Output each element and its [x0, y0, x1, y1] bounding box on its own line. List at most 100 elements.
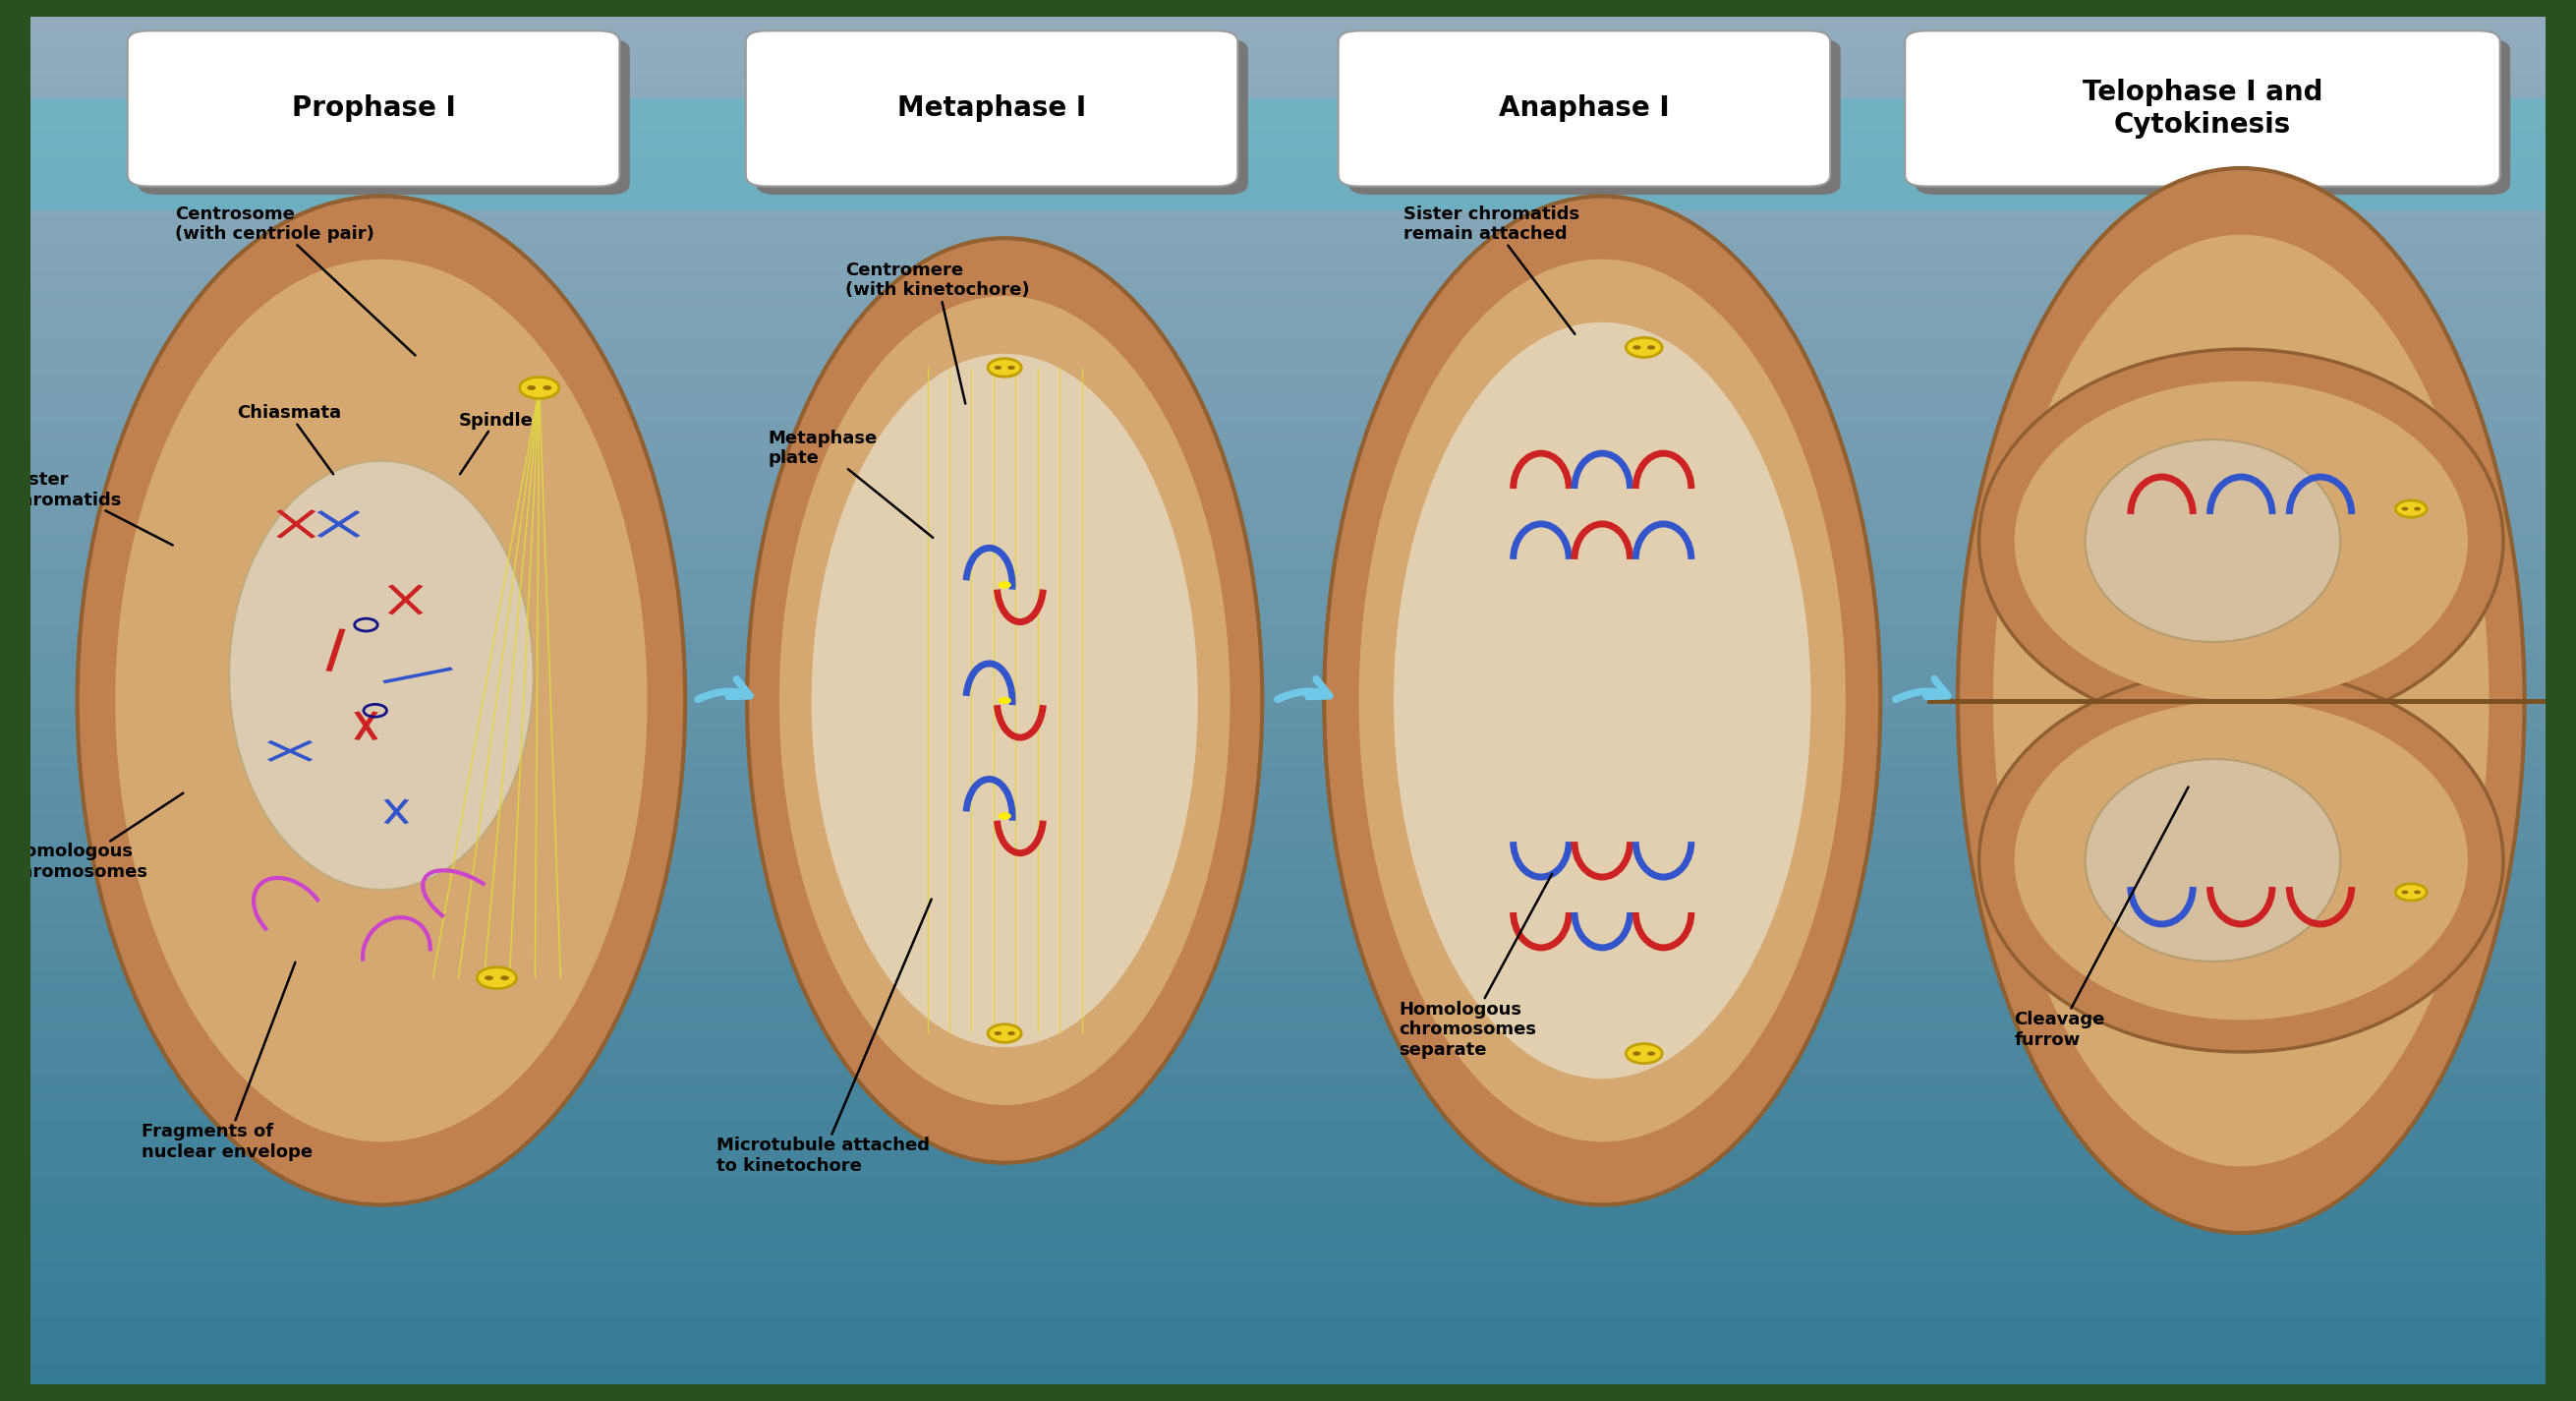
FancyBboxPatch shape [1350, 39, 1839, 195]
Bar [0, 635, 2576, 644]
Circle shape [2401, 507, 2409, 511]
Bar [0, 346, 2576, 354]
Bar [0, 354, 2576, 364]
Text: Homologous
chromosomes: Homologous chromosomes [10, 793, 183, 881]
Bar [0, 1009, 2576, 1019]
Bar [0, 1159, 2576, 1167]
Bar [0, 150, 2576, 158]
Bar [0, 644, 2576, 654]
Bar [0, 1121, 2576, 1131]
Bar [0, 897, 2576, 906]
Text: Sister
chromatids: Sister chromatids [10, 471, 173, 545]
FancyArrow shape [317, 510, 361, 538]
Bar [0, 869, 2576, 878]
Circle shape [484, 975, 492, 981]
Bar [0, 906, 2576, 915]
Circle shape [1625, 1044, 1662, 1063]
Ellipse shape [1324, 196, 1880, 1205]
Bar [0, 336, 2576, 346]
Circle shape [544, 385, 551, 389]
Bar [0, 476, 2576, 486]
Bar [0, 570, 2576, 579]
Bar [0, 0, 31, 1401]
Bar [0, 859, 2576, 869]
Circle shape [994, 366, 1002, 370]
FancyArrow shape [389, 584, 422, 615]
Bar [0, 626, 2576, 635]
Bar [0, 579, 2576, 588]
Bar [0, 616, 2576, 626]
Text: Sister chromatids
remain attached: Sister chromatids remain attached [1404, 205, 1579, 333]
FancyArrow shape [317, 510, 361, 538]
FancyBboxPatch shape [129, 31, 621, 186]
Bar [0, 887, 2576, 897]
Bar [0, 102, 2576, 112]
Circle shape [999, 581, 1012, 588]
Circle shape [1633, 1051, 1641, 1056]
Bar [0, 1065, 2576, 1075]
Bar [0, 66, 2576, 74]
Bar [0, 140, 2576, 150]
Bar [0, 430, 2576, 439]
Text: Microtubule attached
to kinetochore: Microtubule attached to kinetochore [716, 899, 933, 1175]
Bar [0, 766, 2576, 775]
Bar [0, 402, 2576, 410]
Bar [0, 1177, 2576, 1187]
Bar [0, 122, 2576, 130]
Ellipse shape [1978, 668, 2504, 1052]
Circle shape [989, 359, 1020, 377]
Circle shape [2414, 890, 2421, 894]
Bar [0, 682, 2576, 691]
Bar [0, 130, 2576, 140]
FancyArrow shape [268, 740, 312, 762]
Text: Telophase I and
Cytokinesis: Telophase I and Cytokinesis [2081, 78, 2324, 139]
Bar [0, 308, 2576, 318]
Bar [0, 467, 2576, 476]
Bar [0, 270, 2576, 280]
Circle shape [1633, 345, 1641, 350]
Text: Metaphase I: Metaphase I [896, 95, 1087, 122]
Bar [0, 1093, 2576, 1103]
Circle shape [999, 813, 1012, 820]
Text: Centromere
(with kinetochore): Centromere (with kinetochore) [845, 261, 1030, 403]
Ellipse shape [1360, 259, 1844, 1142]
Bar [0, 1149, 2576, 1159]
Bar [0, 672, 2576, 682]
Bar [0, 953, 2576, 962]
Bar [0, 234, 2576, 242]
FancyArrow shape [353, 712, 379, 740]
FancyArrow shape [384, 799, 410, 824]
Bar [0, 1307, 2576, 1317]
Bar [0, 1279, 2576, 1289]
Text: Spindle: Spindle [459, 412, 533, 474]
Bar [0, 943, 2576, 953]
Bar [0, 0, 2576, 10]
Ellipse shape [778, 296, 1231, 1105]
Ellipse shape [2084, 759, 2342, 961]
Bar [0, 1215, 2576, 1223]
Bar [0, 878, 2576, 887]
Circle shape [477, 967, 518, 989]
Bar [0, 186, 2576, 196]
Bar [0, 999, 2576, 1009]
Ellipse shape [1994, 235, 2488, 1166]
Bar [0, 663, 2576, 672]
Ellipse shape [2014, 381, 2468, 700]
Bar [0, 1289, 2576, 1299]
Ellipse shape [811, 354, 1198, 1048]
Text: Metaphase
plate: Metaphase plate [768, 429, 933, 538]
Circle shape [520, 377, 559, 398]
FancyArrow shape [384, 799, 410, 824]
Bar [0, 168, 2576, 178]
Ellipse shape [77, 196, 685, 1205]
Bar [0, 1363, 2576, 1373]
Bar [0, 18, 2576, 28]
Bar [0, 1019, 2576, 1027]
Bar [0, 1345, 2576, 1355]
Bar [0, 262, 2576, 270]
Circle shape [999, 698, 1012, 705]
Circle shape [528, 385, 536, 389]
Bar [0, 495, 2576, 504]
FancyBboxPatch shape [1906, 31, 2499, 186]
Bar [0, 700, 2576, 710]
